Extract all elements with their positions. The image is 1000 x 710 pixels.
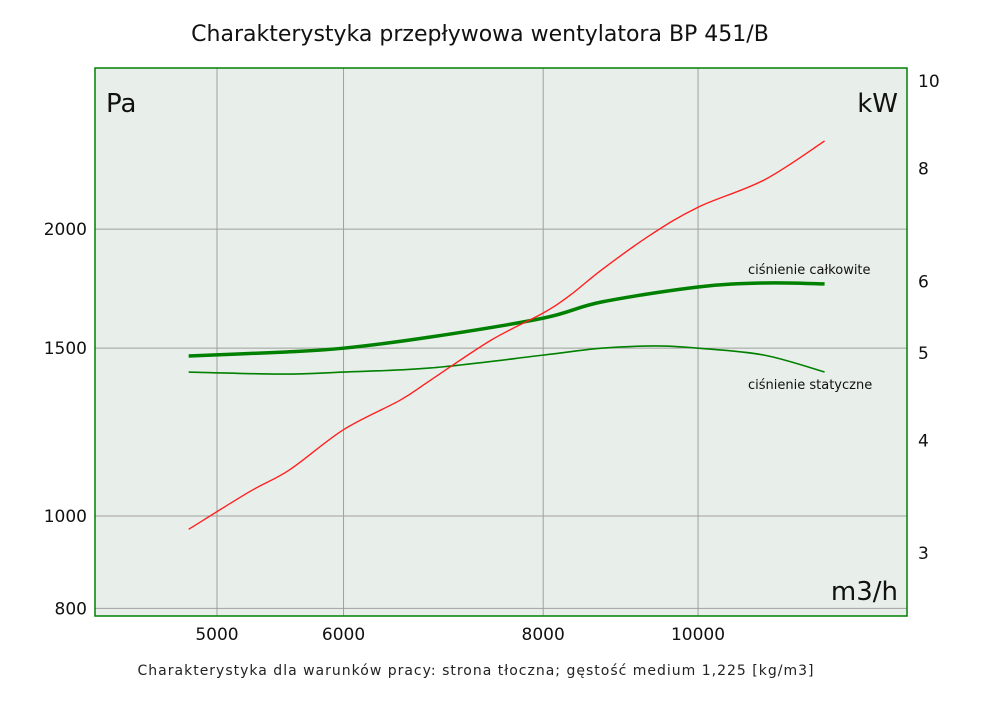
x-tick-label: 10000 [671, 625, 725, 645]
y-right-tick-label: 3 [918, 544, 929, 564]
y-left-label: Pa [106, 89, 136, 119]
y-right-tick-label: 10 [918, 72, 940, 92]
x-tick-label: 6000 [322, 625, 365, 645]
x-tick-label: 5000 [195, 625, 238, 645]
y-right-tick-label: 8 [918, 160, 929, 180]
static-pressure-line [188, 345, 825, 375]
total-pressure-line [188, 281, 825, 358]
y-left-tick-label: 2000 [44, 220, 87, 240]
footnote: Charakterystyka dla warunków pracy: stro… [138, 663, 815, 679]
label-total-pressure: ciśnienie całkowite [748, 263, 871, 278]
y-right-tick-label: 6 [918, 272, 929, 292]
series-group [188, 140, 825, 530]
power-line [188, 140, 825, 530]
tick-labels: 5000 6000 8000 10000 800 1000 1500 2000 3 4 5 6 8 10 [44, 72, 940, 645]
plot-frame [94, 67, 908, 617]
x-tick-label: 8000 [522, 625, 565, 645]
chart-title: Charakterystyka przepływowa wentylatora … [191, 22, 769, 47]
grid [95, 68, 907, 616]
label-static-pressure: ciśnienie statyczne [748, 378, 872, 393]
x-label: m3/h [831, 577, 898, 607]
y-left-tick-label: 1500 [44, 339, 87, 359]
y-left-tick-label: 1000 [44, 507, 87, 527]
y-right-tick-label: 5 [918, 344, 929, 364]
y-right-label: kW [857, 89, 898, 119]
y-right-tick-label: 4 [918, 431, 929, 451]
y-left-tick-label: 800 [55, 599, 87, 619]
plot-area [95, 68, 907, 616]
